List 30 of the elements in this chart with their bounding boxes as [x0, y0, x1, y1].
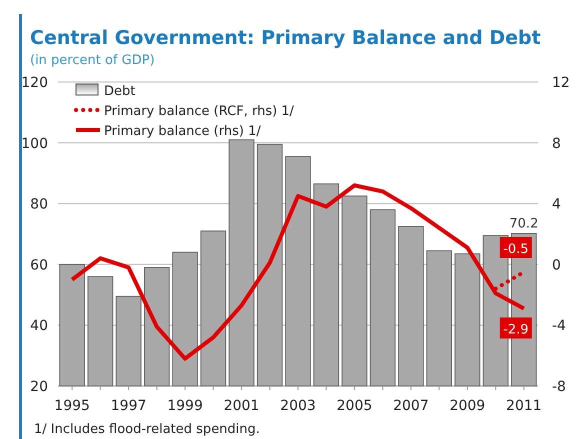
y-tick-label: 20 — [30, 379, 48, 395]
y-tick-label: 40 — [30, 318, 48, 334]
y-tick-label: 120 — [21, 75, 48, 91]
data-label: 70.2 — [509, 216, 538, 232]
x-tick-label: 2003 — [280, 398, 316, 414]
x-tick-label: 1999 — [167, 398, 203, 414]
y2-tick-label: 8 — [552, 136, 561, 152]
y-tick-label: 60 — [30, 257, 48, 274]
y2-tick-label: 4 — [552, 196, 561, 213]
y2-tick-label: -4 — [552, 318, 566, 334]
x-tick-label: 1997 — [110, 398, 146, 414]
x-tick-label: 2007 — [393, 398, 429, 414]
y2-tick-label: 0 — [552, 257, 561, 274]
x-tick-label: 1995 — [54, 398, 90, 414]
legend-label: Primary balance (rhs) 1/ — [104, 124, 262, 139]
text: 1/ Includes flood-related spending. — [34, 422, 260, 437]
data-label: -0.5 — [503, 242, 529, 257]
y2-tick-label: -8 — [552, 379, 566, 395]
chart-subtitle: (in percent of GDP) — [30, 53, 155, 68]
chart-title: Central Government: Primary Balance and Debt — [30, 27, 541, 49]
legend-label: Debt — [104, 84, 136, 99]
x-tick-label: 2011 — [506, 398, 542, 414]
data-label: -2.9 — [503, 322, 529, 338]
y-tick-label: 100 — [21, 136, 48, 152]
legend-label: Primary balance (RCF, rhs) 1/ — [104, 104, 295, 119]
x-tick-label: 2009 — [450, 398, 486, 414]
x-tick-label: 2001 — [224, 398, 260, 414]
y-tick-label: 80 — [30, 196, 48, 213]
x-tick-label: 2005 — [336, 398, 372, 414]
y2-tick-label: 12 — [552, 75, 570, 91]
